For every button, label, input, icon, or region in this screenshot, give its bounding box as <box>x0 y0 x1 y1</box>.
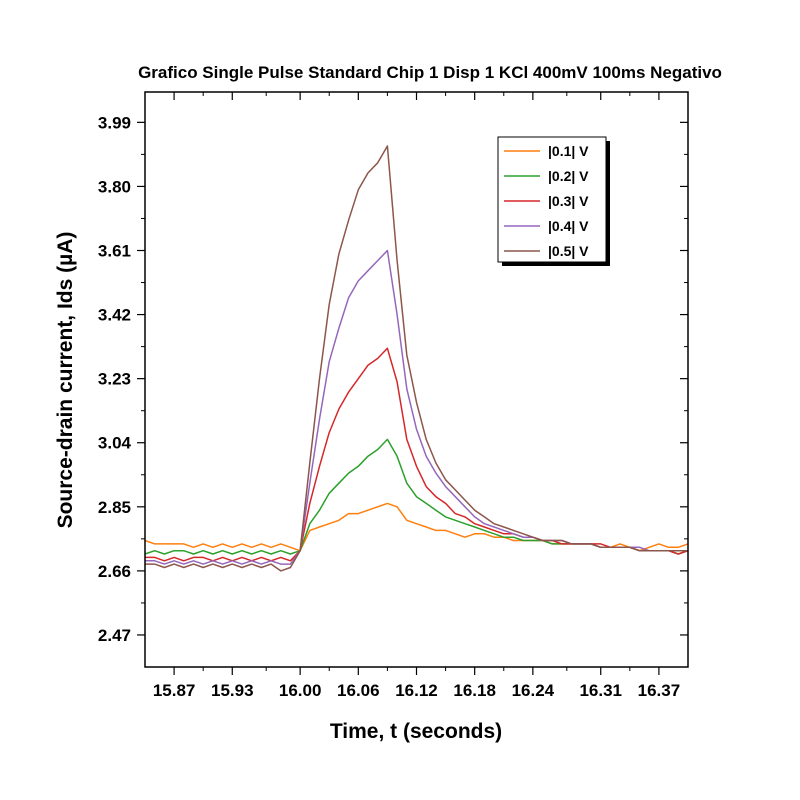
series-line-1 <box>144 502 689 552</box>
chart-title: Grafico Single Pulse Standard Chip 1 Dis… <box>138 63 722 82</box>
x-tick-label: 16.24 <box>512 681 555 700</box>
x-tick-label: 15.87 <box>153 681 196 700</box>
x-axis-title: Time, t (seconds) <box>330 720 502 743</box>
x-tick-label: 16.06 <box>337 681 380 700</box>
x-axis: 15.87 15.93 16.00 16.06 16.12 16.18 16.24 16.31… <box>153 92 680 700</box>
legend-label-4: |0.4| V <box>548 218 589 234</box>
y-tick-label: 3.42 <box>98 306 131 325</box>
legend: |0.1| V |0.2| V |0.3| V |0.4| V |0.5| V <box>497 136 610 266</box>
x-tick-label: 15.93 <box>211 681 254 700</box>
y-tick-label: 3.61 <box>98 242 131 261</box>
y-tick-label: 2.66 <box>98 562 131 581</box>
y-tick-label: 2.85 <box>98 498 131 517</box>
legend-label-2: |0.2| V <box>548 168 589 184</box>
x-tick-label: 16.37 <box>638 681 681 700</box>
series-line-3 <box>145 347 689 562</box>
legend-label-1: |0.1| V <box>548 143 589 159</box>
y-tick-label: 3.04 <box>98 434 132 453</box>
legend-label-5: |0.5| V <box>548 243 589 259</box>
series-line-5 <box>145 145 688 572</box>
y-tick-label: 3.23 <box>98 370 131 389</box>
x-tick-label: 16.31 <box>579 681 622 700</box>
y-tick-label: 2.47 <box>98 626 131 645</box>
legend-label-3: |0.3| V <box>548 193 589 209</box>
x-tick-label: 16.18 <box>453 681 496 700</box>
series-line-2 <box>144 438 689 555</box>
y-axis: 2.47 2.66 2.85 3.04 3.23 3.42 3.61 3.80 3.99 <box>98 113 688 645</box>
series-layer <box>144 145 689 572</box>
series-line-4 <box>145 249 688 565</box>
y-axis-title: Source-drain current, Ids (µA) <box>54 232 77 529</box>
legend-box <box>497 136 607 263</box>
x-tick-label: 16.00 <box>279 681 322 700</box>
x-tick-label: 16.12 <box>395 681 438 700</box>
y-tick-label: 3.80 <box>98 177 131 196</box>
y-tick-label: 3.99 <box>98 113 131 132</box>
